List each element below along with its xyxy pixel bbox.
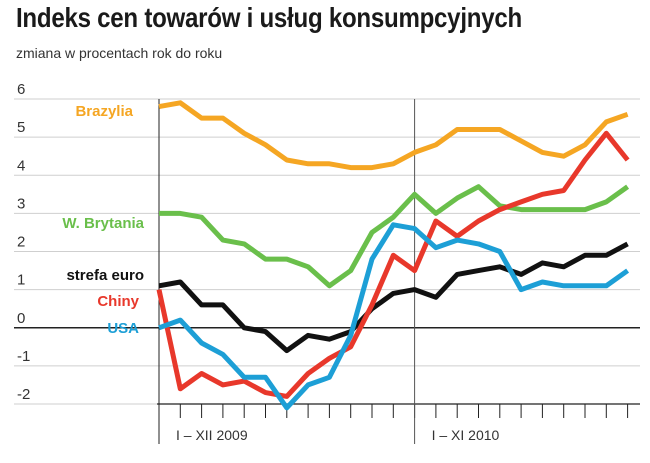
series-line-w-brytania (159, 184, 630, 289)
series-labels: Brazylia W. Brytania strefa euro Chiny USA (62, 103, 144, 337)
y-tick-label: -2 (17, 386, 30, 403)
series-label-w-brytania: W. Brytania (62, 215, 144, 232)
y-tick-label: 1 (17, 272, 25, 289)
y-tick-label: 6 (17, 81, 25, 98)
series-lines (156, 100, 630, 411)
series-line-strefa-euro (158, 241, 629, 354)
series-line-brazylia (158, 100, 629, 171)
x-axis: I – XII 2009 I – XI 2010 (157, 99, 640, 444)
period-label: I – XI 2010 (432, 427, 500, 443)
y-tick-label: -1 (17, 348, 30, 365)
chart-subtitle: zmiana w procentach rok do roku (16, 45, 223, 61)
series-line-chiny (156, 130, 630, 399)
y-tick-label: 3 (17, 195, 25, 212)
series-line-usa (158, 222, 630, 411)
series-label-usa: USA (107, 320, 139, 337)
series-label-chiny: Chiny (97, 293, 139, 310)
series-label-strefa-euro: strefa euro (66, 267, 144, 284)
y-tick-labels: 6 5 4 3 2 1 0 -1 -2 (17, 81, 30, 403)
chart-title: Indeks cen towarów i usług konsumpcyjnyc… (16, 2, 522, 33)
series-label-brazylia: Brazylia (75, 103, 133, 120)
y-tick-label: 0 (17, 310, 25, 327)
period-label: I – XII 2009 (176, 427, 248, 443)
y-tick-label: 2 (17, 234, 25, 251)
y-tick-label: 4 (17, 157, 25, 174)
y-tick-label: 5 (17, 119, 25, 136)
